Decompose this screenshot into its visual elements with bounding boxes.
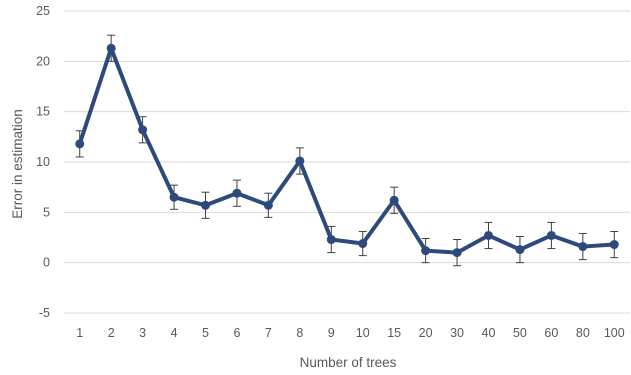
x-tick-label: 9 (328, 326, 335, 340)
y-tick-label: -5 (39, 306, 50, 320)
x-tick-label: 20 (419, 326, 433, 340)
x-tick-label: 10 (356, 326, 370, 340)
x-tick-label: 6 (233, 326, 240, 340)
data-point (201, 200, 210, 210)
data-point (169, 192, 179, 202)
data-point (232, 188, 242, 198)
x-tick-label: 50 (513, 326, 527, 340)
x-tick-label: 80 (576, 326, 590, 340)
data-point (263, 200, 273, 210)
x-tick-label: 40 (482, 326, 496, 340)
y-tick-labels: -5 0 5 10 15 20 25 (36, 4, 50, 320)
data-point (421, 246, 431, 256)
data-point (75, 139, 85, 149)
x-tick-label: 15 (387, 326, 401, 340)
x-tick-labels: 1 2 3 4 5 6 7 8 9 10 15 20 30 40 50 60 80 100 (76, 326, 625, 340)
error-bars (75, 34, 619, 267)
y-axis-title: Error in estimation (10, 109, 25, 219)
data-point (389, 195, 399, 205)
x-tick-label: 8 (296, 326, 303, 340)
data-point (358, 239, 368, 249)
data-point (546, 230, 556, 240)
data-point (138, 125, 148, 135)
data-point (106, 43, 116, 53)
x-axis-title: Number of trees (300, 355, 397, 370)
data-point (578, 242, 588, 252)
x-tick-label: 100 (604, 326, 625, 340)
y-tick-label: 15 (36, 105, 50, 119)
y-tick-label: 25 (36, 4, 50, 18)
data-point (295, 156, 305, 166)
x-tick-label: 7 (265, 326, 272, 340)
data-point (326, 235, 336, 245)
series-line (77, 46, 617, 255)
data-point (452, 248, 462, 258)
data-point (609, 240, 619, 250)
x-tick-label: 4 (171, 326, 178, 340)
gridlines (64, 10, 630, 314)
data-point (484, 230, 493, 240)
y-tick-label: 0 (43, 256, 50, 270)
data-point (515, 245, 525, 255)
x-tick-label: 60 (544, 326, 558, 340)
x-tick-label: 30 (450, 326, 464, 340)
y-tick-label: 5 (43, 205, 50, 219)
y-tick-label: 10 (36, 155, 50, 169)
x-tick-label: 3 (139, 326, 146, 340)
x-tick-label: 5 (202, 326, 209, 340)
x-tick-label: 2 (108, 326, 115, 340)
y-tick-label: 20 (36, 54, 50, 68)
data-points (75, 43, 619, 258)
x-tick-label: 1 (76, 326, 83, 340)
